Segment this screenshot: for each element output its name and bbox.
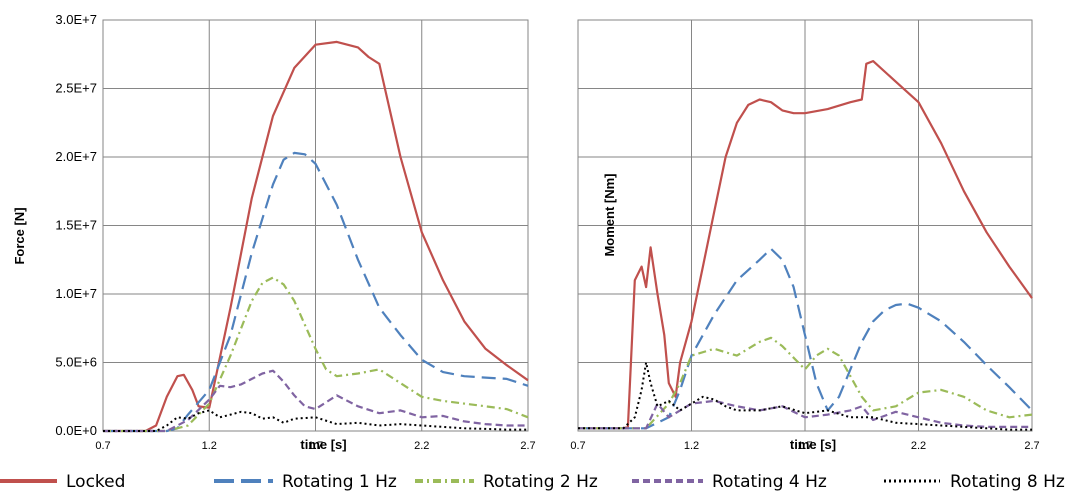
moment-chart: 0.7 1.2 1.7 2.2 2.7 time [s] Moment [Nm]	[570, 19, 1040, 452]
moment-x-tick-label: 1.7	[797, 440, 812, 452]
force-y-tick-label: 5.0E+6	[55, 355, 97, 370]
moment-y-axis-label: Moment [Nm]	[602, 173, 617, 256]
force-series-rotating-1-hz	[103, 151, 529, 433]
force-y-axis-label: Force [N]	[12, 207, 27, 264]
moment-x-tick-label: 2.2	[911, 440, 926, 452]
legend-label-locked: Locked	[66, 472, 125, 492]
force-x-tick-label: 1.2	[202, 440, 217, 452]
force-x-tick-label: 2.2	[414, 440, 429, 452]
moment-x-axis-label: time [s]	[790, 437, 836, 452]
force-y-tick-label: 1.5E+7	[55, 218, 97, 233]
force-x-tick-label: 2.7	[520, 440, 535, 452]
legend-label-rotating-2-hz: Rotating 2 Hz	[483, 472, 598, 492]
moment-series-rotating-4-hz	[578, 399, 1032, 430]
moment-x-tick-label: 0.7	[570, 440, 585, 452]
force-series-rotating-2-hz	[103, 276, 529, 433]
force-chart: 0.0E+0 5.0E+6 1.0E+7 1.5E+7 2.0E+7 2.5E+7 3.0E…	[12, 12, 536, 452]
legend-label-rotating-8-hz: Rotating 8 Hz	[950, 472, 1065, 492]
force-x-tick-label: 0.7	[95, 440, 110, 452]
force-series-locked	[103, 40, 529, 433]
force-x-axis-label: time [s]	[300, 437, 346, 452]
legend-label-rotating-1-hz: Rotating 1 Hz	[282, 472, 397, 492]
moment-series-rotating-2-hz	[578, 336, 1033, 430]
force-series-rotating-4-hz	[103, 369, 528, 433]
force-x-tick-label: 1.7	[308, 440, 323, 452]
force-series-rotating-8-hz	[103, 409, 528, 432]
force-y-tick-label: 3.0E+7	[55, 12, 97, 27]
legend-label-rotating-4-hz: Rotating 4 Hz	[712, 472, 827, 492]
force-y-tick-label: 2.0E+7	[55, 149, 97, 164]
moment-x-tick-label: 2.7	[1024, 440, 1039, 452]
force-y-tick-label: 1.0E+7	[55, 286, 97, 301]
legend: Locked Rotating 1 Hz Rotating 2 Hz Rotating…	[0, 472, 1065, 492]
moment-x-tick-label: 1.2	[684, 440, 699, 452]
force-y-tick-label: 0.0E+0	[55, 423, 97, 438]
force-y-tick-label: 2.5E+7	[55, 81, 97, 96]
moment-series-locked	[578, 59, 1033, 430]
